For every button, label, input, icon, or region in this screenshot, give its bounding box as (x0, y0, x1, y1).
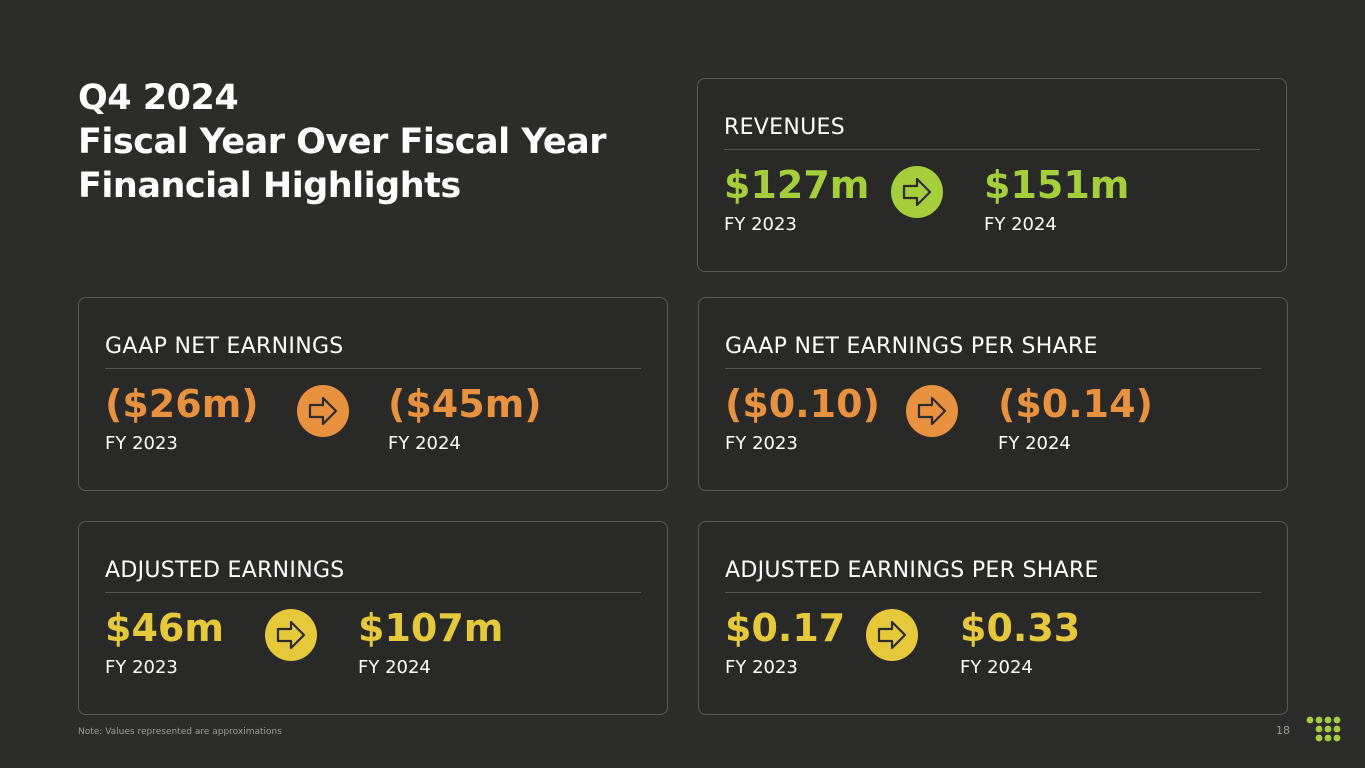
label-to: FY 2024 (960, 657, 1033, 678)
arrow-icon (265, 609, 317, 661)
logo (1306, 716, 1341, 742)
value-to: ($45m) (388, 382, 542, 426)
title-line: Financial Highlights (78, 166, 461, 206)
value-to: $107m (358, 606, 504, 650)
card-heading: GAAP NET EARNINGS (105, 334, 344, 359)
divider (105, 592, 641, 593)
page-number: 18 (1276, 724, 1290, 737)
title-line: Q4 2024 (78, 78, 239, 118)
arrow-icon (906, 385, 958, 437)
value-from: ($0.10) (725, 382, 880, 426)
card-heading: REVENUES (724, 115, 845, 140)
value-to: ($0.14) (998, 382, 1153, 426)
label-to: FY 2024 (998, 433, 1071, 454)
divider (724, 149, 1260, 150)
label-to: FY 2024 (388, 433, 461, 454)
card-heading: ADJUSTED EARNINGS PER SHARE (725, 558, 1099, 583)
title: Q4 2024 Fiscal Year Over Fiscal Year Finan… (78, 76, 607, 208)
metric-card: ADJUSTED EARNINGS PER SHARE $0.17 FY 2023 $… (698, 521, 1288, 715)
footnote: Note: Values represented are approximati… (78, 727, 282, 737)
value-to: $151m (984, 163, 1130, 207)
metric-card: ADJUSTED EARNINGS $46m FY 2023 $107m FY 2024 (78, 521, 668, 715)
label-from: FY 2023 (725, 433, 798, 454)
title-line: Fiscal Year Over Fiscal Year (78, 122, 607, 162)
label-from: FY 2023 (105, 433, 178, 454)
value-from: $0.17 (725, 606, 846, 650)
value-from: $46m (105, 606, 224, 650)
label-to: FY 2024 (984, 214, 1057, 235)
label-from: FY 2023 (724, 214, 797, 235)
label-from: FY 2023 (105, 657, 178, 678)
divider (105, 368, 641, 369)
divider (725, 368, 1261, 369)
label-to: FY 2024 (358, 657, 431, 678)
divider (725, 592, 1261, 593)
metric-card: REVENUES $127m FY 2023 $151m FY 2024 (697, 78, 1287, 272)
metric-card: GAAP NET EARNINGS PER SHARE ($0.10) FY 202… (698, 297, 1288, 491)
value-to: $0.33 (960, 606, 1081, 650)
arrow-icon (297, 385, 349, 437)
arrow-icon (891, 166, 943, 218)
arrow-icon (866, 609, 918, 661)
value-from: $127m (724, 163, 870, 207)
card-heading: GAAP NET EARNINGS PER SHARE (725, 334, 1098, 359)
metric-card: GAAP NET EARNINGS ($26m) FY 2023 ($45m) FY 2… (78, 297, 668, 491)
label-from: FY 2023 (725, 657, 798, 678)
value-from: ($26m) (105, 382, 259, 426)
card-heading: ADJUSTED EARNINGS (105, 558, 345, 583)
